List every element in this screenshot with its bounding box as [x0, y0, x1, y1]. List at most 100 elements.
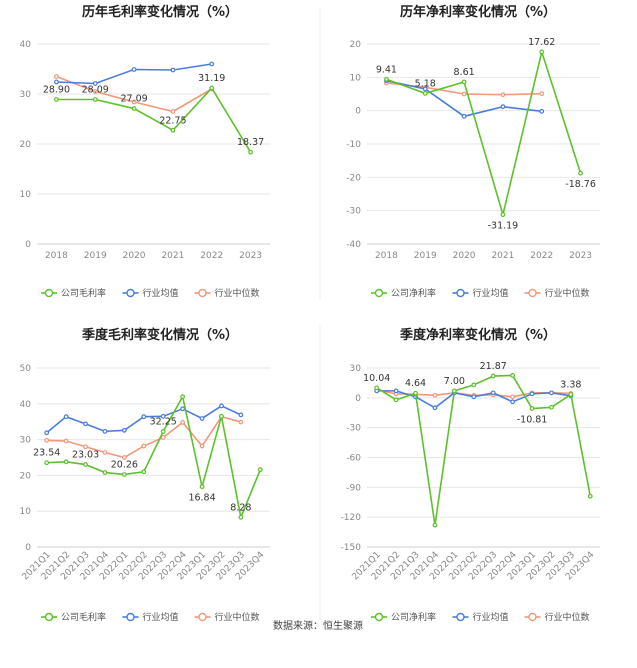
data-point: [238, 412, 244, 418]
legend-item[interactable]: 公司净利率: [371, 287, 436, 299]
data-label: 20.26: [111, 459, 138, 470]
y-tick-label: -120: [341, 513, 362, 523]
legend-marker: [126, 288, 135, 298]
data-point: [63, 414, 69, 420]
legend-item[interactable]: 行业中位数: [524, 287, 590, 299]
data-label: -31.19: [488, 221, 519, 232]
x-tick-label: 2018: [45, 251, 68, 261]
legend-marker: [528, 288, 537, 298]
data-point: [54, 97, 59, 102]
y-tick-label: -30: [346, 207, 361, 217]
series-line: [386, 48, 582, 218]
y-tick-label: -150: [341, 543, 362, 553]
data-label: 17.62: [528, 37, 555, 48]
y-tick-label: 40: [20, 40, 32, 50]
legend-marker: [374, 612, 384, 622]
y-tick-label: 30: [350, 364, 362, 374]
data-point: [471, 382, 477, 388]
data-label: 23.03: [72, 450, 99, 461]
data-point: [529, 406, 535, 411]
data-label: 22.75: [159, 115, 186, 126]
legend-label: 行业均值: [473, 611, 509, 623]
data-point: [374, 385, 380, 391]
y-tick-label: 20: [20, 140, 32, 150]
legend-item[interactable]: 行业中位数: [194, 611, 260, 623]
legend-item[interactable]: 行业均值: [122, 287, 179, 299]
legend-label: 行业中位数: [215, 611, 260, 623]
data-label: 31.19: [198, 73, 225, 84]
legend-item[interactable]: 公司毛利率: [41, 287, 106, 299]
legend-item[interactable]: 行业均值: [122, 611, 179, 623]
data-point: [102, 450, 108, 455]
data-label: 9.41: [376, 64, 397, 75]
data-point: [568, 392, 574, 397]
legend-label: 公司净利率: [391, 287, 436, 299]
legend-item[interactable]: 公司毛利率: [41, 611, 106, 623]
y-tick-label: 30: [20, 436, 32, 446]
data-point: [102, 428, 108, 434]
x-tick-label: 2022: [200, 251, 223, 261]
data-label: 18.37: [237, 137, 264, 148]
data-point: [199, 484, 205, 490]
data-point: [121, 455, 127, 460]
data-point: [63, 438, 69, 444]
data-point: [257, 467, 263, 473]
data-point: [461, 113, 467, 119]
data-label: 8.28: [230, 502, 251, 513]
data-point: [500, 92, 506, 98]
series-line: [46, 394, 262, 521]
data-source: 数据来源：恒生聚源: [273, 619, 363, 632]
data-point: [432, 405, 438, 411]
data-point: [44, 460, 50, 466]
legend-item[interactable]: 公司净利率: [371, 611, 436, 623]
series-line: [376, 374, 592, 526]
legend-label: 行业中位数: [545, 287, 590, 299]
data-point: [510, 373, 516, 378]
legend-label: 行业均值: [473, 287, 509, 299]
series-line: [56, 63, 212, 85]
x-tick-label: 2021: [161, 251, 184, 261]
data-label: -10.81: [517, 415, 548, 426]
data-point: [121, 427, 127, 433]
y-tick-label: -30: [346, 424, 361, 434]
legend-label: 行业中位数: [545, 611, 590, 623]
data-label: 27.09: [120, 94, 147, 105]
legend-label: 行业中位数: [215, 287, 260, 299]
data-point: [141, 414, 147, 420]
data-point: [587, 493, 593, 499]
data-label: 16.84: [188, 493, 215, 504]
x-tick-label: 2020: [453, 251, 476, 261]
y-tick-label: 10: [350, 73, 362, 83]
legend-item[interactable]: 行业均值: [452, 287, 509, 299]
legend-marker: [374, 288, 384, 298]
data-point: [490, 373, 496, 379]
legend-item[interactable]: 行业中位数: [524, 611, 590, 623]
data-point: [510, 394, 516, 400]
data-point: [539, 108, 545, 114]
x-tick-label: 2020: [123, 251, 146, 261]
data-point: [92, 81, 98, 86]
data-point: [180, 406, 186, 412]
data-point: [141, 443, 147, 449]
legend-item[interactable]: 行业均值: [452, 611, 509, 623]
data-label: 28.09: [82, 85, 109, 96]
y-tick-label: -10: [346, 140, 361, 150]
data-point: [54, 79, 59, 85]
chart-title: 季度毛利率变化情况（%）: [81, 327, 238, 343]
x-tick-label: 2018: [375, 251, 398, 261]
chart-title: 历年毛利率变化情况（%）: [82, 4, 238, 20]
legend-marker: [456, 288, 465, 298]
x-tick-label: 2022: [530, 251, 553, 261]
data-label: 4.64: [405, 378, 426, 389]
data-point: [461, 79, 467, 85]
data-label: 5.18: [415, 78, 436, 89]
data-point: [83, 444, 88, 450]
data-point: [83, 462, 88, 467]
legend-marker: [126, 612, 135, 622]
data-point: [160, 429, 166, 434]
data-point: [44, 437, 50, 443]
data-point: [549, 390, 554, 396]
data-point: [248, 149, 253, 155]
legend-item[interactable]: 行业中位数: [194, 287, 260, 299]
